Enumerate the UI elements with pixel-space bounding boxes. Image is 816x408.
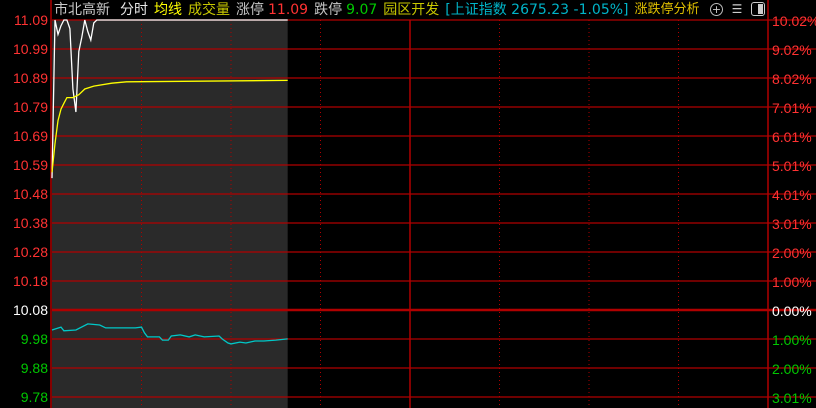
right-tick-label: 0.00%: [772, 303, 812, 319]
right-tick-label: 9.02%: [772, 42, 812, 58]
left-tick-label: 9.78: [21, 389, 48, 405]
right-tick-label: 1.00%: [772, 274, 812, 290]
limit-analysis-link[interactable]: 涨跌停分析: [634, 2, 700, 17]
limit-down-label: 跌停: [314, 2, 343, 18]
right-tick-label: 10.02%: [772, 13, 816, 29]
stock-name[interactable]: 市北高新: [54, 2, 110, 18]
left-tick-label: 10.99: [13, 41, 48, 57]
menu-icon[interactable]: ☰: [731, 2, 743, 16]
right-tick-label: 2.00%: [772, 361, 812, 377]
header-icons: + ☰: [710, 2, 765, 16]
right-tick-label: 3.01%: [772, 216, 812, 232]
left-tick-label: 11.09: [14, 12, 48, 28]
index-info[interactable]: [上证指数 2675.23 -1.05%]: [445, 2, 629, 18]
elapsed-region: [52, 20, 288, 408]
right-tick-label: 6.01%: [772, 129, 812, 145]
limit-up-value: 11.09: [268, 2, 309, 18]
left-tick-label: 10.59: [13, 157, 48, 173]
limit-down-value: 9.07: [346, 2, 378, 18]
left-tick-label: 10.18: [13, 273, 48, 289]
right-tick-label: 1.00%: [772, 332, 812, 348]
mode-label[interactable]: 分时: [120, 2, 148, 18]
left-tick-label: 9.98: [21, 331, 48, 347]
left-tick-label: 10.48: [13, 186, 48, 202]
sector-link[interactable]: 园区开发: [383, 2, 440, 18]
left-tick-label: 10.69: [13, 128, 48, 144]
chart-header: 市北高新 分时 均线 成交量 涨停 11.09 跌停 9.07 园区开发 [上证…: [54, 1, 700, 19]
right-tick-label: 7.01%: [772, 100, 812, 116]
right-tick-label: 5.01%: [772, 158, 812, 174]
left-tick-label: 10.38: [13, 215, 48, 231]
left-tick-label: 10.08: [13, 302, 48, 318]
left-tick-label: 10.28: [13, 244, 48, 260]
panel-toggle-icon[interactable]: [751, 2, 765, 16]
right-tick-label: 3.01%: [772, 390, 812, 406]
left-tick-label: 10.89: [13, 70, 48, 86]
avg-line-label: 均线: [154, 2, 182, 18]
left-tick-label: 10.79: [13, 99, 48, 115]
index_pct-line: [51, 323, 288, 345]
plus-circle-icon[interactable]: +: [710, 3, 723, 16]
price-line: [51, 19, 288, 179]
right-tick-label: 8.02%: [772, 71, 812, 87]
right-tick-label: 2.00%: [772, 245, 812, 261]
avg-line: [51, 79, 288, 173]
left-tick-label: 9.88: [21, 360, 48, 376]
volume-label: 成交量: [188, 2, 230, 18]
right-tick-label: 4.01%: [772, 187, 812, 203]
limit-up-label: 涨停: [236, 2, 264, 18]
